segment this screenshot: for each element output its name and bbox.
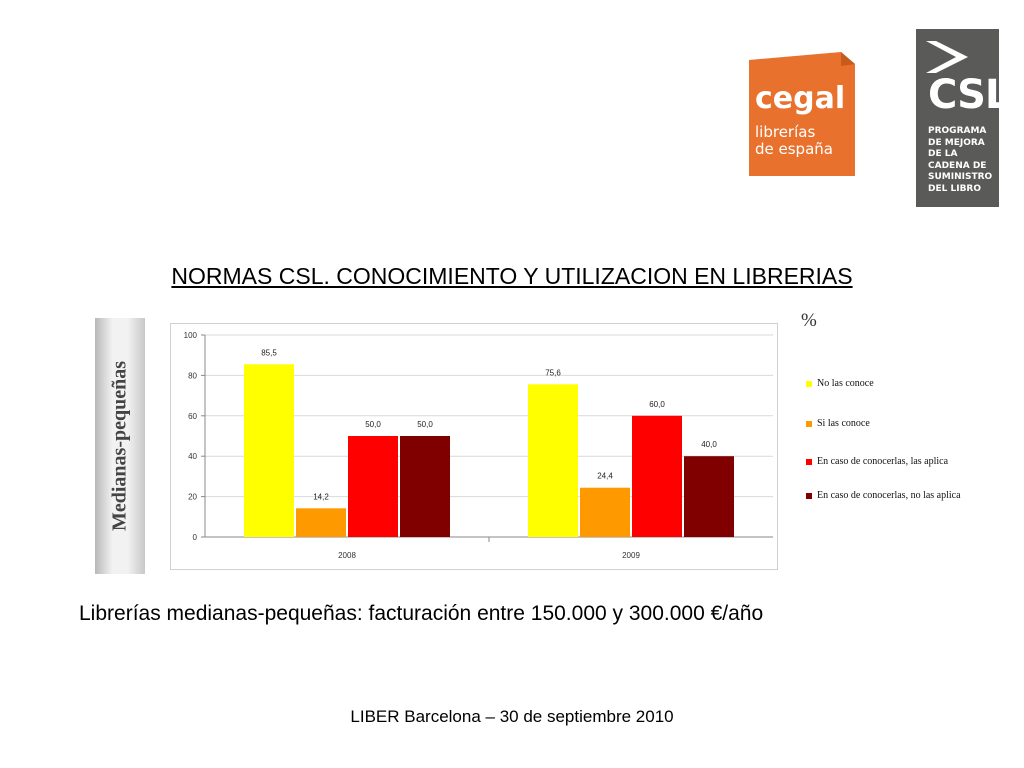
legend-swatch xyxy=(806,381,812,387)
legend-item: En caso de conocerlas, no las aplica xyxy=(806,490,996,501)
data-label: 40,0 xyxy=(701,440,717,449)
unit-label: % xyxy=(801,310,817,331)
cegal-logo-line1: librerías xyxy=(755,123,815,141)
csl-logo-line: DE MEJORA xyxy=(928,137,985,148)
legend-label: No las conoce xyxy=(817,378,874,389)
chevron-right-icon xyxy=(926,41,968,73)
legend-label: En caso de conocerlas, no las aplica xyxy=(817,490,961,501)
cegal-logo: cegal librerías de españa xyxy=(749,52,855,176)
y-tick-label: 60 xyxy=(188,412,197,421)
legend-swatch xyxy=(806,421,812,427)
bar xyxy=(244,364,294,537)
csl-logo-name: CSL xyxy=(928,72,1010,118)
csl-logo-line: DEL LIBRO xyxy=(928,183,982,194)
legend-item: En caso de conocerlas, las aplica xyxy=(806,456,996,490)
data-label: 85,5 xyxy=(261,348,277,357)
footer: LIBER Barcelona – 30 de septiembre 2010 xyxy=(350,707,674,726)
y-tick-label: 20 xyxy=(188,493,197,502)
csl-logo-text: PROGRAMA DE MEJORA DE LA CADENA DE SUMIN… xyxy=(928,126,998,195)
csl-logo: CSL PROGRAMA DE MEJORA DE LA CADENA DE S… xyxy=(916,29,1010,207)
cegal-logo-line2: de españa xyxy=(755,140,833,158)
legend-label: En caso de conocerlas, las aplica xyxy=(817,456,949,467)
data-label: 75,6 xyxy=(545,368,561,377)
bar xyxy=(348,436,398,537)
csl-logo-line: DE LA xyxy=(928,149,958,159)
data-label: 60,0 xyxy=(649,400,665,409)
y-tick-label: 40 xyxy=(188,452,197,461)
caption: Librerías medianas-pequeñas: facturación… xyxy=(79,602,764,625)
csl-logo-line: SUMINISTRO xyxy=(928,172,993,182)
y-tick-label: 0 xyxy=(193,533,198,542)
data-label: 50,0 xyxy=(365,420,381,429)
legend-swatch xyxy=(806,459,812,465)
bar xyxy=(528,384,578,537)
legend-item: No las conoce xyxy=(806,378,996,418)
csl-logo-line: PROGRAMA xyxy=(928,126,987,136)
bar xyxy=(296,508,346,537)
data-label: 24,4 xyxy=(597,472,613,481)
side-label: Medianas-pequeñas xyxy=(95,318,145,574)
bar xyxy=(632,415,682,537)
legend-label: Si las conoce xyxy=(817,418,870,429)
x-tick-label: 2008 xyxy=(338,551,356,560)
bar xyxy=(400,436,450,537)
bar-chart: 0 20 40 60 80 100 2008 85,5 14,2 50,0 50,0 2009 75,6… xyxy=(170,323,778,570)
data-label: 14,2 xyxy=(313,492,329,501)
y-tick-label: 80 xyxy=(188,371,197,380)
side-label-text: Medianas-pequeñas xyxy=(108,360,131,532)
data-label: 50,0 xyxy=(417,420,433,429)
legend-item: Si las conoce xyxy=(806,418,996,456)
x-tick-label: 2009 xyxy=(622,551,640,560)
legend-swatch xyxy=(806,493,812,499)
y-tick-label: 100 xyxy=(184,331,198,340)
bar xyxy=(684,456,734,537)
chart-legend: No las conoce Si las conoce En caso de c… xyxy=(806,378,996,501)
csl-logo-line: CADENA DE xyxy=(928,160,987,171)
bar-chart-svg: 0 20 40 60 80 100 2008 85,5 14,2 50,0 50,0 2009 75,6… xyxy=(170,323,778,570)
cegal-logo-name: cegal xyxy=(755,81,845,116)
bar xyxy=(580,487,630,537)
page-title: NORMAS CSL. CONOCIMIENTO Y UTILIZACION E… xyxy=(171,263,853,289)
